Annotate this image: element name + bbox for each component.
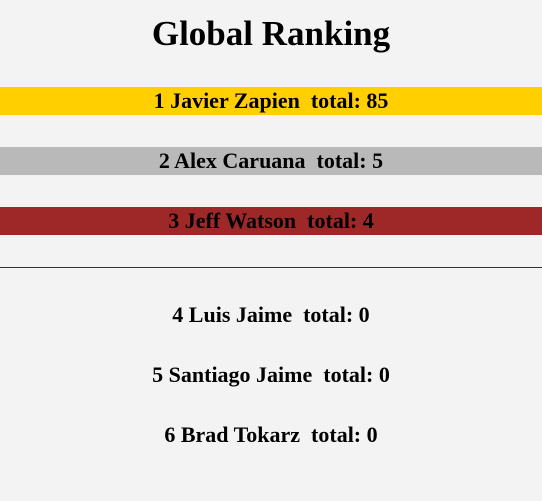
ranking-row: 4 Luis Jaime total: 0: [172, 302, 370, 327]
podium-divider: [0, 267, 542, 268]
ranking-row-gold: 1 Javier Zapien total: 85: [0, 87, 542, 115]
page-title: Global Ranking: [151, 14, 391, 53]
ranking-row: 6 Brad Tokarz total: 0: [164, 422, 378, 447]
ranking-row: 5 Santiago Jaime total: 0: [152, 362, 390, 387]
ranking-row-bronze: 3 Jeff Watson total: 4: [0, 207, 542, 235]
ranking-row-silver: 2 Alex Caruana total: 5: [0, 147, 542, 175]
